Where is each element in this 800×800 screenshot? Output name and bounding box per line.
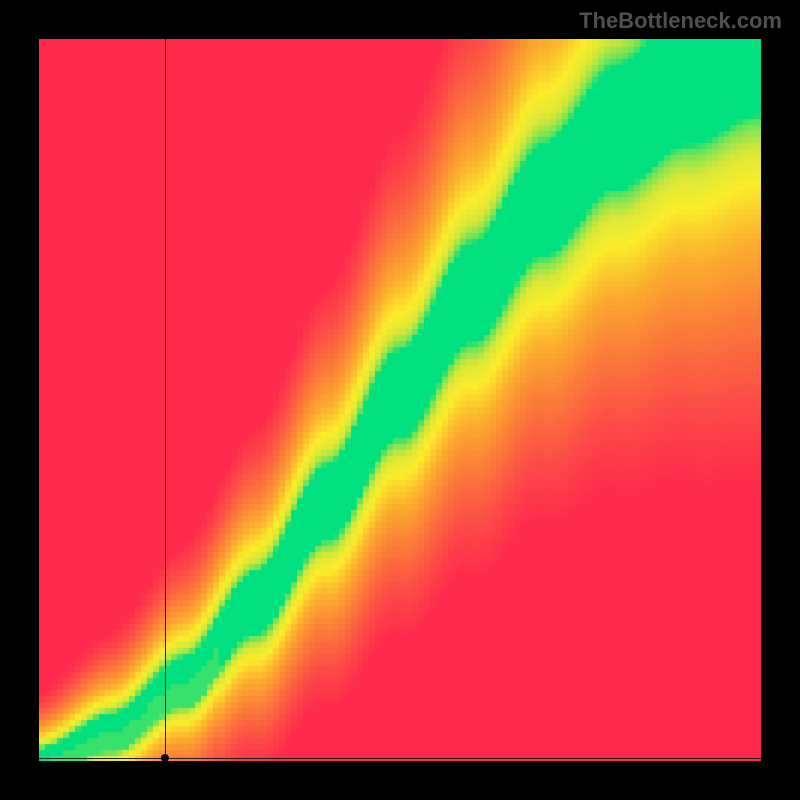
marker-vertical-line [165,39,166,758]
heatmap-canvas [39,39,761,761]
marker-dot [161,754,169,761]
marker-horizontal-line [39,758,761,759]
watermark-text: TheBottleneck.com [579,8,782,34]
chart-frame [0,0,800,800]
plot-area [39,39,761,761]
